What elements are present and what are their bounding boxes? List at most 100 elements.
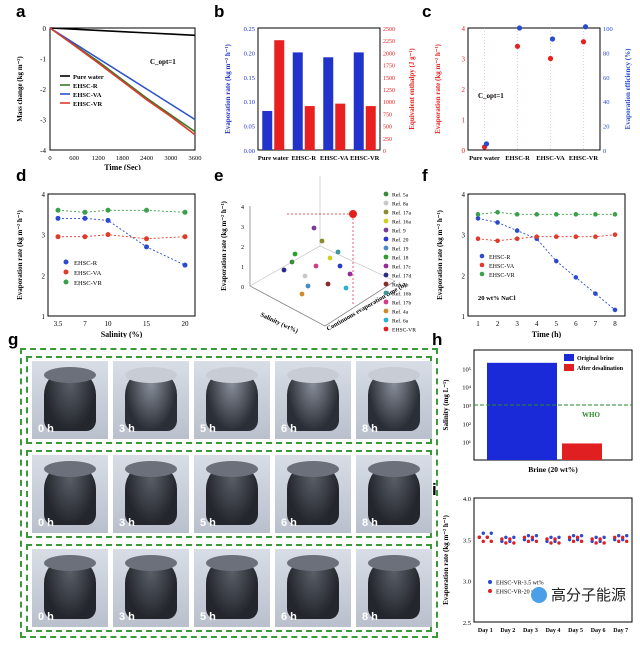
legend-swatch bbox=[383, 227, 389, 233]
data-point bbox=[144, 244, 150, 250]
y-tick-label: 3.5 bbox=[463, 537, 471, 544]
data-point bbox=[475, 216, 481, 221]
data-point bbox=[182, 234, 188, 240]
data-point bbox=[567, 537, 572, 542]
data-point bbox=[573, 234, 579, 239]
legend-swatch bbox=[383, 191, 389, 197]
legend-swatch bbox=[63, 259, 69, 265]
panel-label-a: a bbox=[16, 2, 26, 21]
x-tick-label: 10 bbox=[105, 320, 113, 328]
data-point bbox=[549, 535, 553, 540]
legend-swatch bbox=[383, 245, 389, 251]
legend-swatch bbox=[383, 308, 389, 314]
x-tick-label: 4 bbox=[535, 320, 539, 328]
series-line bbox=[477, 211, 615, 215]
legend-swatch bbox=[488, 589, 492, 593]
sample-top-surface bbox=[44, 461, 96, 477]
data-point bbox=[495, 220, 500, 225]
data-point bbox=[617, 539, 621, 544]
data-point bbox=[281, 267, 287, 273]
legend-swatch bbox=[564, 354, 574, 361]
y-tick-label: 0.15 bbox=[244, 75, 255, 82]
chart-e: 0 1 2 3 4 Evaporation rate (kg m⁻² h⁻¹) Salini… bbox=[220, 176, 416, 335]
sample-photo: 6 h bbox=[275, 455, 351, 533]
data-point bbox=[573, 275, 579, 280]
data-point bbox=[512, 535, 516, 540]
data-point bbox=[534, 234, 540, 239]
data-point bbox=[590, 539, 594, 544]
watermark-text: 高分子能源 bbox=[550, 586, 626, 604]
data-point bbox=[305, 283, 311, 289]
data-point bbox=[182, 209, 188, 215]
y-axis-label: Evaporation rate (kg m⁻² h⁻¹) bbox=[220, 200, 228, 290]
data-point bbox=[289, 259, 295, 265]
sample-top-surface bbox=[125, 367, 177, 383]
y-tick-label: 4 bbox=[241, 205, 244, 211]
sample-top-surface bbox=[368, 367, 420, 383]
bar-evaporation-rate bbox=[323, 57, 334, 150]
bar-equivalent-enthalpy bbox=[274, 40, 285, 151]
y2-tick-label: 40 bbox=[603, 99, 610, 106]
axis-frame-back bbox=[249, 176, 396, 287]
data-point bbox=[553, 537, 557, 541]
data-point bbox=[514, 212, 520, 217]
x-tick-label: 1200 bbox=[92, 155, 105, 162]
point-evaporation-efficiency bbox=[582, 24, 589, 30]
y-axis-label: Salinity (mg L⁻¹) bbox=[442, 379, 450, 431]
plot-frame bbox=[257, 27, 381, 151]
sample-top-surface bbox=[44, 367, 96, 383]
x-tick-label: 600 bbox=[69, 155, 79, 162]
point-evaporation-efficiency bbox=[549, 36, 556, 42]
legend-label: Ref. 17c bbox=[392, 264, 411, 271]
y-tick-label: 0.25 bbox=[244, 26, 255, 33]
x-tick-label: 3 bbox=[515, 320, 519, 328]
legend-label: EHSC-R bbox=[73, 83, 98, 90]
x-tick-label: Day 7 bbox=[613, 628, 628, 634]
y-tick-label: 10⁴ bbox=[462, 385, 472, 392]
data-point bbox=[477, 535, 481, 540]
data-point bbox=[514, 228, 520, 233]
legend-label: EHSC-VR bbox=[392, 328, 416, 334]
annotation: 20 wt% NaCl bbox=[478, 295, 516, 302]
y2-tick-label: 20 bbox=[603, 124, 610, 131]
data-point bbox=[144, 207, 150, 213]
legend-label: Ref. 18 bbox=[392, 255, 409, 262]
x-tick-label: 7 bbox=[594, 320, 598, 328]
x-axis-label: Time (h) bbox=[532, 330, 562, 338]
y2-tick-label: 1500 bbox=[383, 76, 395, 82]
sample-photo: 6 h bbox=[275, 549, 351, 627]
data-point bbox=[319, 238, 325, 244]
data-point bbox=[82, 234, 88, 240]
series-line bbox=[477, 234, 616, 242]
data-point bbox=[495, 210, 500, 215]
sample-top-surface bbox=[125, 461, 177, 477]
legend-label: Ref. 6a bbox=[392, 318, 409, 325]
y2-tick-label: 100 bbox=[603, 26, 613, 33]
bar-evaporation-rate bbox=[292, 52, 303, 150]
data-point bbox=[475, 236, 481, 242]
data-point bbox=[557, 535, 561, 540]
y-tick-label: 10¹ bbox=[463, 440, 472, 447]
x-tick-label: 5 bbox=[555, 320, 559, 328]
data-point bbox=[598, 539, 602, 544]
data-point bbox=[489, 531, 493, 535]
annotation: C_opt=1 bbox=[478, 92, 504, 100]
highlight-guide bbox=[285, 213, 354, 306]
legend-label: Ref. 17d bbox=[392, 273, 411, 280]
y-tick-label: 0.10 bbox=[244, 99, 255, 106]
y-tick-label: 3 bbox=[42, 232, 46, 240]
y-tick-label: 10⁵ bbox=[462, 366, 471, 373]
legend-label: EHSC-VA bbox=[74, 270, 102, 277]
data-point bbox=[593, 234, 598, 239]
bar-original-brine bbox=[487, 362, 557, 460]
legend-swatch bbox=[63, 279, 69, 285]
data-point bbox=[105, 217, 111, 223]
legend-swatch bbox=[383, 209, 389, 215]
data-point bbox=[553, 234, 559, 239]
data-point bbox=[573, 212, 579, 217]
y-tick-label: 3 bbox=[241, 225, 244, 231]
data-point bbox=[105, 207, 111, 213]
y-tick-label: 10² bbox=[463, 421, 472, 428]
data-point bbox=[325, 281, 331, 287]
sample-photo: 3 h bbox=[113, 361, 189, 439]
